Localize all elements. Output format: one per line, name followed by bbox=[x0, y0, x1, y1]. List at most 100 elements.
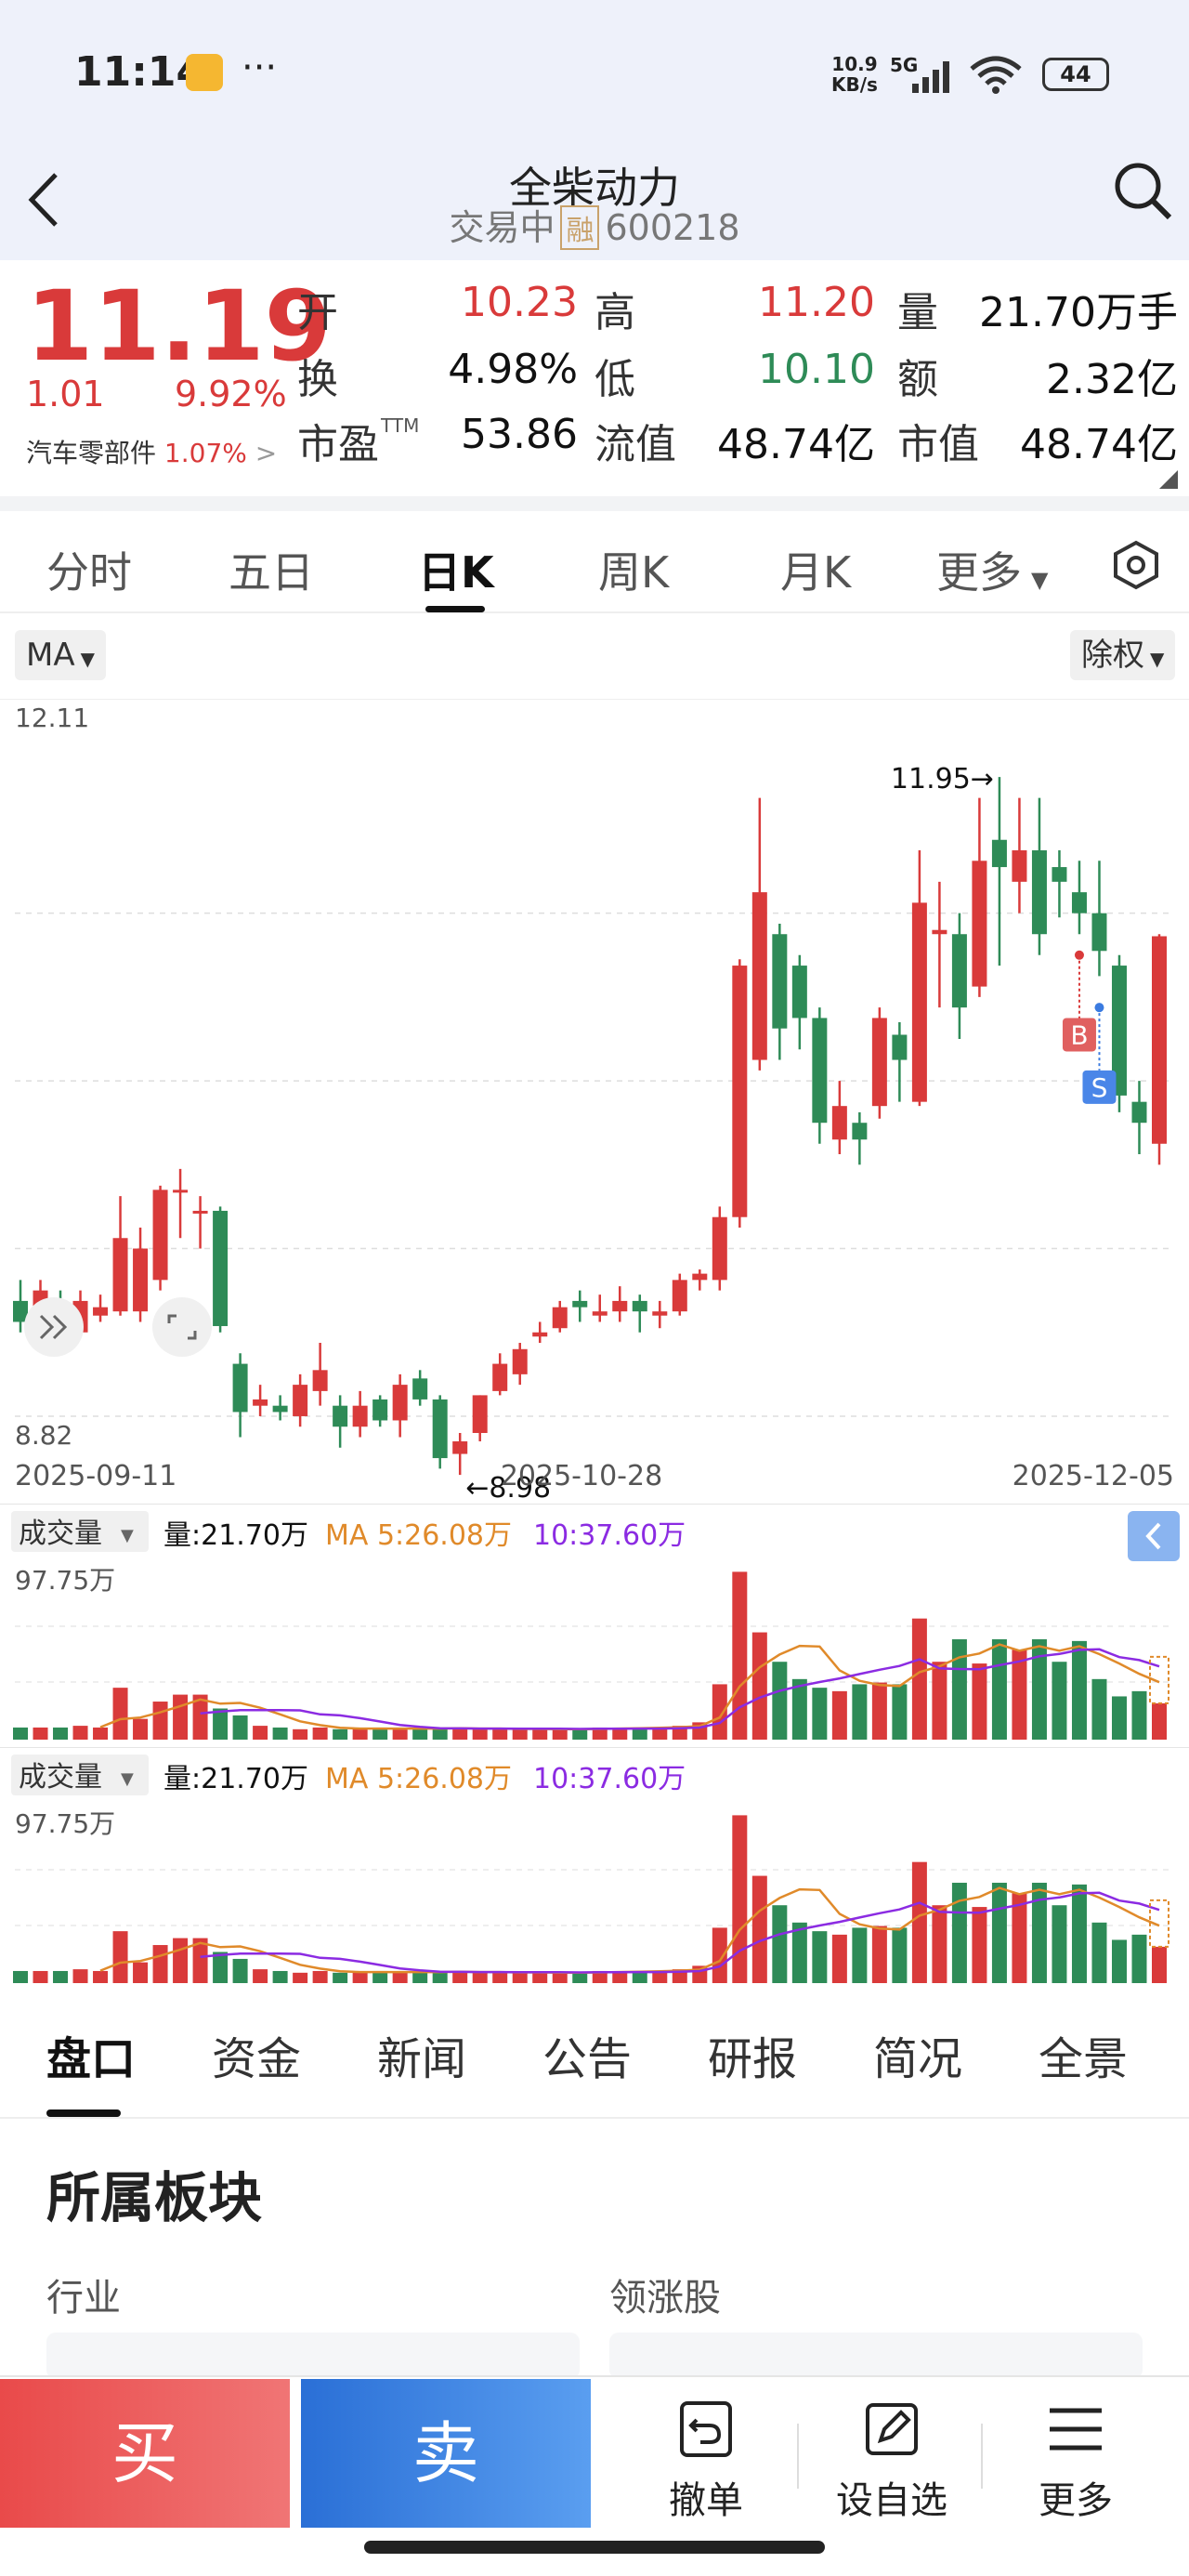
candle-body bbox=[133, 1248, 149, 1312]
volume-bar bbox=[652, 1727, 668, 1740]
volume-bar bbox=[791, 1678, 807, 1740]
add-watchlist-button[interactable]: 设自选 bbox=[817, 2396, 966, 2524]
sell-marker bbox=[1082, 1070, 1117, 1104]
tab-weekly-k[interactable]: 周K bbox=[598, 547, 670, 598]
ma10-line bbox=[200, 1891, 1160, 1974]
dropdown-triangle-icon: ▼ bbox=[1150, 648, 1165, 670]
volume-bar bbox=[1111, 1696, 1127, 1740]
volume-bar bbox=[1152, 1702, 1167, 1740]
tab-research[interactable]: 研报 bbox=[708, 2033, 798, 2085]
tab-five-day[interactable]: 五日 bbox=[229, 547, 314, 598]
volume-bar bbox=[751, 1875, 767, 1983]
tab-daily-k[interactable]: 日K bbox=[418, 547, 494, 598]
candle-body bbox=[1071, 892, 1087, 913]
fullscreen-button[interactable] bbox=[152, 1297, 212, 1357]
fullscreen-icon bbox=[167, 1314, 197, 1340]
divider bbox=[0, 496, 1189, 511]
volume-indicator-select[interactable]: 成交量 ▼ bbox=[11, 1511, 149, 1552]
quote-value: 48.74亿 bbox=[1020, 421, 1178, 468]
buy-button[interactable]: 买 bbox=[0, 2379, 290, 2528]
volume-bar bbox=[592, 1727, 608, 1740]
volume-bar bbox=[1131, 1934, 1147, 1983]
divider bbox=[797, 2424, 799, 2489]
expand-corner-icon[interactable] bbox=[1159, 470, 1178, 489]
tab-orderbook[interactable]: 盘口 bbox=[46, 2033, 137, 2085]
chevron-left-icon bbox=[1145, 1522, 1161, 1550]
adjust-select[interactable]: 除权 ▼ bbox=[1070, 630, 1176, 680]
volume-bar bbox=[751, 1632, 767, 1740]
volume-indicator-select[interactable]: 成交量 ▼ bbox=[11, 1755, 149, 1795]
volume-bar bbox=[333, 1728, 348, 1740]
volume-bar bbox=[472, 1972, 488, 1983]
tab-more[interactable]: 更多 ▼ bbox=[936, 539, 1048, 600]
volume-bar bbox=[911, 1618, 927, 1740]
battery-icon: 44 bbox=[1042, 58, 1109, 91]
volume-bar bbox=[392, 1728, 408, 1740]
volume-bar bbox=[492, 1972, 508, 1983]
candle-body bbox=[852, 1123, 868, 1140]
volume-bar bbox=[192, 1938, 208, 1983]
tab-profile[interactable]: 简况 bbox=[873, 2033, 963, 2085]
volume-bar bbox=[93, 1727, 109, 1740]
collapse-panel-button[interactable] bbox=[1128, 1511, 1180, 1561]
candle-body bbox=[293, 1385, 308, 1416]
expand-left-button[interactable] bbox=[24, 1297, 84, 1357]
clock: 11:14 bbox=[74, 48, 205, 96]
volume-chart-1[interactable]: 成交量 ▼ 量:21.70万 MA 5:26.08万 10:37.60万 97.75万 bbox=[0, 1504, 1189, 1745]
volume-bar bbox=[93, 1970, 109, 1983]
candle-body bbox=[152, 1189, 168, 1281]
info-tabs: 盘口 资金 新闻 公告 研报 简况 全景 bbox=[0, 1998, 1189, 2119]
volume-bar bbox=[293, 1728, 308, 1740]
period-tabs: 分时 五日 日K 周K 月K 更多 ▼ bbox=[0, 511, 1189, 613]
volume-bar bbox=[712, 1684, 727, 1740]
candle-body bbox=[532, 1332, 548, 1337]
quote-label: 额 bbox=[897, 356, 938, 403]
volume-bar bbox=[812, 1931, 828, 1983]
sell-button[interactable]: 卖 bbox=[301, 2379, 591, 2528]
undo-document-icon bbox=[680, 2401, 732, 2457]
tab-announcements[interactable]: 公告 bbox=[542, 2033, 633, 2085]
volume-bar bbox=[452, 1970, 468, 1983]
quote-label: 市盈 bbox=[297, 421, 379, 468]
candle-body bbox=[253, 1399, 268, 1406]
indicator-select[interactable]: MA ▼ bbox=[15, 630, 106, 680]
back-arrow-icon[interactable] bbox=[20, 167, 67, 232]
quote-panel: 11.19 1.01 9.92% 汽车零部件 1.07% > 开 10.23 高 11… bbox=[0, 260, 1189, 493]
volume-bar bbox=[173, 1938, 189, 1983]
volume-bar bbox=[213, 1708, 229, 1740]
tab-capital[interactable]: 资金 bbox=[212, 2033, 302, 2085]
current-bar-highlight bbox=[1149, 1655, 1169, 1704]
candle-body bbox=[932, 929, 947, 935]
trading-status: 交易中 bbox=[449, 207, 555, 248]
volume-bar bbox=[951, 1883, 967, 1983]
volume-bar bbox=[53, 1727, 69, 1740]
volume-bar bbox=[772, 1905, 788, 1983]
sector-link[interactable]: 汽车零部件 1.07% > bbox=[26, 438, 278, 468]
volume-bar bbox=[33, 1970, 48, 1983]
cancel-order-button[interactable]: 撤单 bbox=[632, 2396, 780, 2524]
leader-card[interactable] bbox=[609, 2333, 1143, 2379]
candle-body bbox=[1012, 850, 1027, 882]
industry-card[interactable] bbox=[46, 2333, 580, 2379]
settings-hexagon-icon[interactable] bbox=[1110, 539, 1162, 591]
volume-chart-2[interactable]: 成交量 ▼ 量:21.70万 MA 5:26.08万 10:37.60万 97.75万 bbox=[0, 1747, 1189, 1989]
volume-bar bbox=[652, 1970, 668, 1983]
menu-icon bbox=[1050, 2408, 1102, 2451]
candle-body bbox=[751, 892, 767, 1060]
tab-overview[interactable]: 全景 bbox=[1039, 2033, 1129, 2085]
search-icon[interactable] bbox=[1110, 158, 1175, 223]
buy-marker bbox=[1062, 1018, 1096, 1052]
candle-body bbox=[392, 1385, 408, 1421]
candlestick-chart[interactable]: 12.11 8.82 11.95→ ←8.98 BS 2025-09-11 2025-10-… bbox=[0, 699, 1189, 1498]
candle-body bbox=[712, 1216, 727, 1281]
tab-intraday[interactable]: 分时 bbox=[46, 547, 132, 598]
candle-body bbox=[1152, 936, 1167, 1144]
candle-body bbox=[612, 1300, 628, 1312]
volume-bar bbox=[333, 1972, 348, 1983]
more-button[interactable]: 更多 bbox=[1001, 2396, 1150, 2524]
tab-news[interactable]: 新闻 bbox=[377, 2033, 467, 2085]
volume-bar bbox=[13, 1727, 28, 1740]
tab-monthly-k[interactable]: 月K bbox=[780, 547, 852, 598]
button-bg bbox=[1128, 1511, 1180, 1561]
volume-bar bbox=[173, 1694, 189, 1740]
